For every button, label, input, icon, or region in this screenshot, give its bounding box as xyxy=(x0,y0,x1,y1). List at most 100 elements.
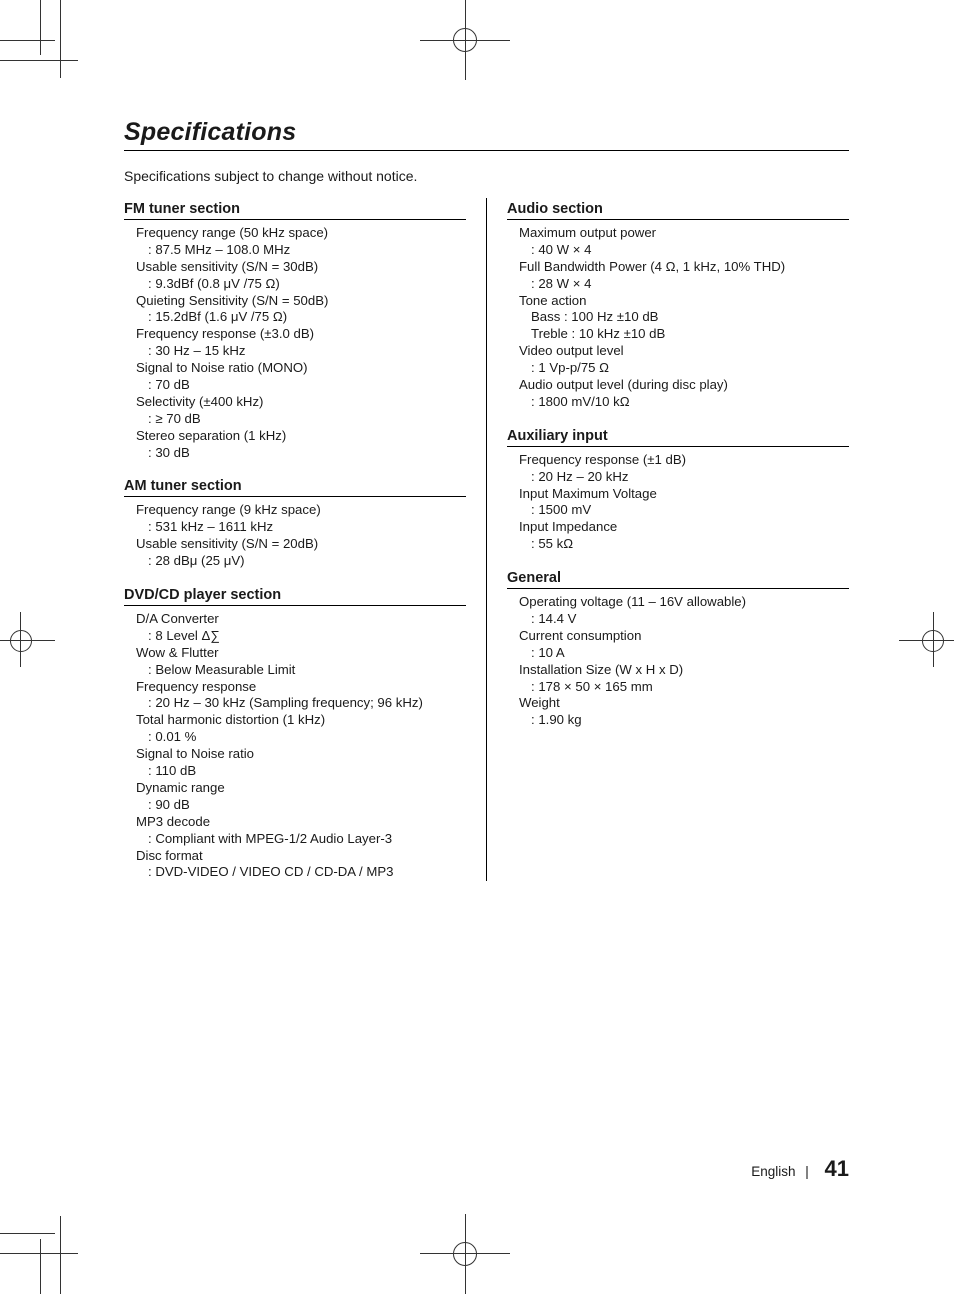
left-column: FM tuner section Frequency range (50 kHz … xyxy=(124,198,487,881)
section-heading: AM tuner section xyxy=(124,478,466,497)
spec-label: Signal to Noise ratio xyxy=(136,746,466,763)
spec-item: Usable sensitivity (S/N = 20dB): 28 dBμ … xyxy=(136,536,466,570)
spec-item: Tone actionBass : 100 Hz ±10 dBTreble : … xyxy=(519,293,849,344)
spec-value: : 1 Vp-p/75 Ω xyxy=(519,360,849,377)
spec-value: : 40 W × 4 xyxy=(519,242,849,259)
spec-label: Frequency range (50 kHz space) xyxy=(136,225,466,242)
spec-label: Input Impedance xyxy=(519,519,849,536)
spec-label: Dynamic range xyxy=(136,780,466,797)
spec-label: Weight xyxy=(519,695,849,712)
spec-value: : 8 Level Δ∑ xyxy=(136,628,466,645)
spec-value: : 90 dB xyxy=(136,797,466,814)
right-column: Audio section Maximum output power: 40 W … xyxy=(487,198,849,881)
page-number: 41 xyxy=(825,1156,849,1181)
spec-value: : 0.01 % xyxy=(136,729,466,746)
footer-language: English xyxy=(751,1164,795,1179)
spec-value: : DVD-VIDEO / VIDEO CD / CD-DA / MP3 xyxy=(136,864,466,881)
spec-value: : 10 A xyxy=(519,645,849,662)
spec-item: Input Maximum Voltage: 1500 mV xyxy=(519,486,849,520)
spec-value: : 178 × 50 × 165 mm xyxy=(519,679,849,696)
spec-label: D/A Converter xyxy=(136,611,466,628)
spec-value: : 1500 mV xyxy=(519,502,849,519)
spec-item: Usable sensitivity (S/N = 30dB): 9.3dBf … xyxy=(136,259,466,293)
spec-value: : 70 dB xyxy=(136,377,466,394)
spec-item: Video output level: 1 Vp-p/75 Ω xyxy=(519,343,849,377)
spec-label: Input Maximum Voltage xyxy=(519,486,849,503)
spec-label: Operating voltage (11 – 16V allowable) xyxy=(519,594,849,611)
spec-label: Maximum output power xyxy=(519,225,849,242)
section-heading: Auxiliary input xyxy=(507,428,849,447)
section-heading: Audio section xyxy=(507,201,849,220)
spec-label: Full Bandwidth Power (4 Ω, 1 kHz, 10% TH… xyxy=(519,259,849,276)
spec-label: Frequency range (9 kHz space) xyxy=(136,502,466,519)
spec-label: Tone action xyxy=(519,293,849,310)
spec-value: : 9.3dBf (0.8 μV /75 Ω) xyxy=(136,276,466,293)
spec-item: Maximum output power: 40 W × 4 xyxy=(519,225,849,259)
spec-item: Audio output level (during disc play): 1… xyxy=(519,377,849,411)
spec-item: Frequency response (±1 dB): 20 Hz – 20 k… xyxy=(519,452,849,486)
spec-value: : 15.2dBf (1.6 μV /75 Ω) xyxy=(136,309,466,326)
spec-label: Audio output level (during disc play) xyxy=(519,377,849,394)
spec-value: : 20 Hz – 20 kHz xyxy=(519,469,849,486)
spec-item: D/A Converter: 8 Level Δ∑ xyxy=(136,611,466,645)
spec-item: Frequency response (±3.0 dB): 30 Hz – 15… xyxy=(136,326,466,360)
spec-value: : 1.90 kg xyxy=(519,712,849,729)
spec-value: : 20 Hz – 30 kHz (Sampling frequency; 96… xyxy=(136,695,466,712)
spec-item: Current consumption: 10 A xyxy=(519,628,849,662)
spec-item: Stereo separation (1 kHz): 30 dB xyxy=(136,428,466,462)
spec-item: Disc format: DVD-VIDEO / VIDEO CD / CD-D… xyxy=(136,848,466,882)
spec-value: : 28 dBμ (25 μV) xyxy=(136,553,466,570)
page-title: Specifications xyxy=(124,118,849,151)
spec-label: Current consumption xyxy=(519,628,849,645)
spec-value: : 55 kΩ xyxy=(519,536,849,553)
spec-item: Full Bandwidth Power (4 Ω, 1 kHz, 10% TH… xyxy=(519,259,849,293)
spec-item: Weight: 1.90 kg xyxy=(519,695,849,729)
spec-value: : ≥ 70 dB xyxy=(136,411,466,428)
spec-value: Bass : 100 Hz ±10 dB xyxy=(519,309,849,326)
page-content: Specifications Specifications subject to… xyxy=(124,118,849,1194)
spec-label: Frequency response xyxy=(136,679,466,696)
spec-item: Quieting Sensitivity (S/N = 50dB): 15.2d… xyxy=(136,293,466,327)
spec-value: : 30 Hz – 15 kHz xyxy=(136,343,466,360)
spec-label: Selectivity (±400 kHz) xyxy=(136,394,466,411)
spec-item: Signal to Noise ratio (MONO): 70 dB xyxy=(136,360,466,394)
section-heading: FM tuner section xyxy=(124,201,466,220)
spec-item: MP3 decode: Compliant with MPEG-1/2 Audi… xyxy=(136,814,466,848)
section-heading: General xyxy=(507,570,849,589)
footer-separator: | xyxy=(805,1164,809,1179)
spec-item: Frequency range (9 kHz space): 531 kHz –… xyxy=(136,502,466,536)
spec-value: : 28 W × 4 xyxy=(519,276,849,293)
spec-item: Input Impedance: 55 kΩ xyxy=(519,519,849,553)
spec-label: Frequency response (±1 dB) xyxy=(519,452,849,469)
spec-label: Usable sensitivity (S/N = 20dB) xyxy=(136,536,466,553)
spec-item: Selectivity (±400 kHz): ≥ 70 dB xyxy=(136,394,466,428)
spec-label: Video output level xyxy=(519,343,849,360)
spec-value: Treble : 10 kHz ±10 dB xyxy=(519,326,849,343)
spec-value: : 30 dB xyxy=(136,445,466,462)
spec-item: Frequency range (50 kHz space): 87.5 MHz… xyxy=(136,225,466,259)
spec-label: Total harmonic distortion (1 kHz) xyxy=(136,712,466,729)
spec-value: : 14.4 V xyxy=(519,611,849,628)
spec-label: Signal to Noise ratio (MONO) xyxy=(136,360,466,377)
spec-label: MP3 decode xyxy=(136,814,466,831)
spec-value: : 87.5 MHz – 108.0 MHz xyxy=(136,242,466,259)
spec-item: Installation Size (W x H x D): 178 × 50 … xyxy=(519,662,849,696)
spec-label: Wow & Flutter xyxy=(136,645,466,662)
spec-label: Frequency response (±3.0 dB) xyxy=(136,326,466,343)
spec-item: Operating voltage (11 – 16V allowable): … xyxy=(519,594,849,628)
note-text: Specifications subject to change without… xyxy=(124,168,849,184)
spec-value: : 110 dB xyxy=(136,763,466,780)
spec-label: Disc format xyxy=(136,848,466,865)
spec-label: Quieting Sensitivity (S/N = 50dB) xyxy=(136,293,466,310)
spec-value: : 531 kHz – 1611 kHz xyxy=(136,519,466,536)
page-footer: English | 41 xyxy=(751,1156,849,1182)
columns: FM tuner section Frequency range (50 kHz … xyxy=(124,198,849,881)
spec-item: Dynamic range: 90 dB xyxy=(136,780,466,814)
spec-label: Stereo separation (1 kHz) xyxy=(136,428,466,445)
spec-item: Frequency response: 20 Hz – 30 kHz (Samp… xyxy=(136,679,466,713)
spec-value: : Compliant with MPEG-1/2 Audio Layer-3 xyxy=(136,831,466,848)
spec-value: : 1800 mV/10 kΩ xyxy=(519,394,849,411)
section-heading: DVD/CD player section xyxy=(124,587,466,606)
spec-value: : Below Measurable Limit xyxy=(136,662,466,679)
spec-item: Signal to Noise ratio: 110 dB xyxy=(136,746,466,780)
